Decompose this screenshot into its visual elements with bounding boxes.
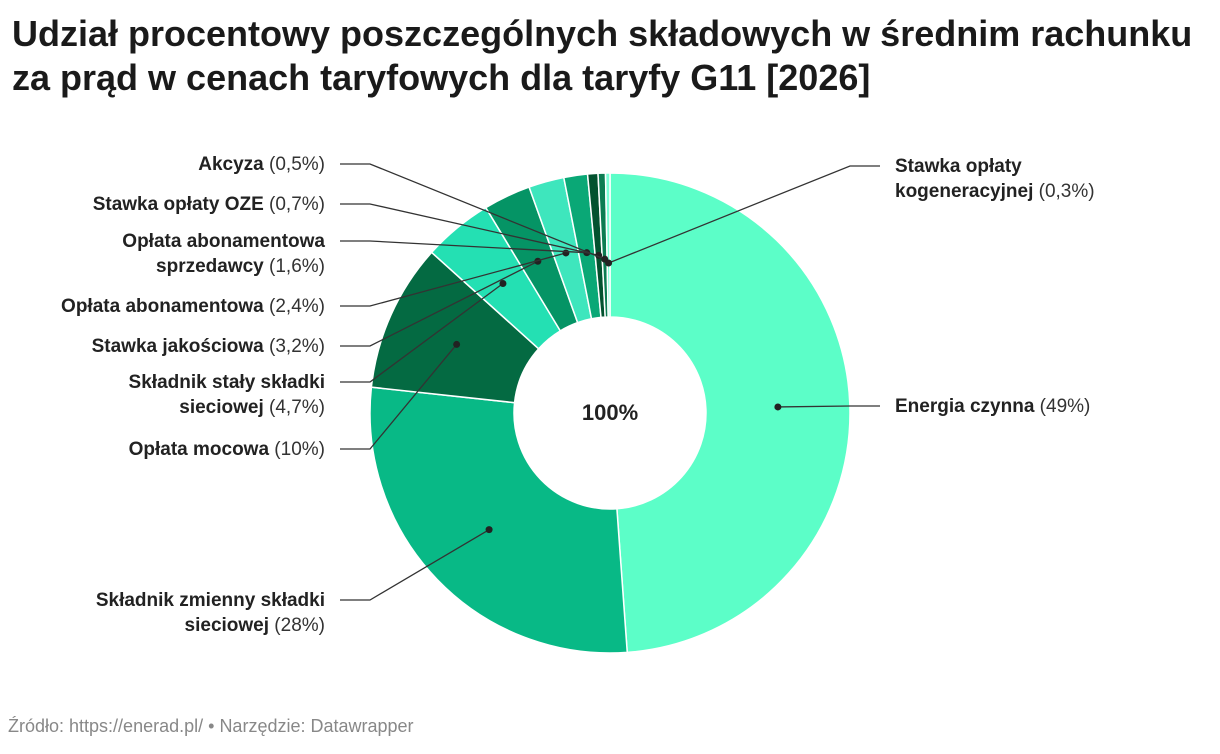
leader-line-energia-czynna <box>777 405 880 408</box>
slice-label-name: Opłata mocowa <box>129 439 270 460</box>
leader-line-skladnik-staly-skladki-sieciowej <box>340 282 504 383</box>
slice-label-value: (0,3%) <box>1033 181 1094 202</box>
slice-label-value: (4,7%) <box>264 397 325 418</box>
leader-dot-oplata-abonamentowa <box>562 249 570 257</box>
leader-lines <box>340 163 880 601</box>
leader-line-oplata-abonamentowa-sprzedawcy <box>340 240 587 254</box>
slice-label-name: sieciowej <box>185 615 270 636</box>
slice-label-value: (1,6%) <box>264 256 325 277</box>
leader-line-oplata-mocowa <box>340 344 458 450</box>
slice-label-value: (2,4%) <box>264 296 325 317</box>
slice-label-skladnik-staly-skladki-sieciowej: Składnik stały składki sieciowej (4,7%) <box>129 372 325 418</box>
slice-label-oplata-abonamentowa: Opłata abonamentowa (2,4%) <box>61 296 325 317</box>
slice-label-value: (10%) <box>269 439 325 460</box>
slice-label-akcyza: Akcyza (0,5%) <box>198 154 325 175</box>
leader-dot-energia-czynna <box>774 403 782 411</box>
slice-label-name: Stawka opłaty OZE <box>93 194 264 215</box>
slice-label-stawka-oplaty-kogeneracyjnej: Stawka opłaty kogeneracyjnej (0,3%) <box>895 156 1095 202</box>
tool-name: Datawrapper <box>310 716 414 736</box>
slice-label-name: Składnik stały składki <box>129 372 325 393</box>
slice-label-name: Stawka opłaty <box>895 156 1022 177</box>
slice-label-name: Opłata abonamentowa <box>61 296 264 317</box>
chart-footer: Źródło: https://enerad.pl/ • Narzędzie: … <box>8 716 414 737</box>
leader-dot-oplata-mocowa <box>453 340 461 348</box>
slice-labels: Energia czynna (49%) Składnik zmienny skł… <box>61 154 1095 636</box>
slice-label-value: (49%) <box>1034 396 1090 417</box>
leader-line-stawka-jakosciowa <box>340 260 539 347</box>
leader-line-skladnik-zmienny-skladki-sieciowej <box>340 529 490 601</box>
slice-label-name: Opłata abonamentowa <box>122 231 325 252</box>
slice-label-oplata-mocowa: Opłata mocowa (10%) <box>129 439 325 460</box>
leader-line-stawka-oplaty-kogeneracyjnej <box>608 165 880 264</box>
leader-line-stawka-oplaty-oze <box>340 203 599 257</box>
slice-label-value: (0,5%) <box>264 154 325 175</box>
slice-label-energia-czynna: Energia czynna (49%) <box>895 396 1090 417</box>
slice-label-value: (3,2%) <box>264 336 325 357</box>
leader-dot-stawka-oplaty-kogeneracyjnej <box>605 259 613 267</box>
slice-label-name: Akcyza <box>198 154 264 175</box>
slice-label-oplata-abonamentowa-sprzedawcy: Opłata abonamentowa sprzedawcy (1,6%) <box>122 231 325 277</box>
leader-dot-skladnik-zmienny-skladki-sieciowej <box>485 526 493 534</box>
slice-label-name: Stawka jakościowa <box>92 336 265 357</box>
slice-label-name: sieciowej <box>179 397 264 418</box>
slice-label-value: (28%) <box>269 615 325 636</box>
donut-slices <box>369 172 851 654</box>
slice-label-name: kogeneracyjnej <box>895 181 1033 202</box>
source-label: Źródło: <box>8 716 70 736</box>
center-total-label: 100% <box>582 400 638 425</box>
slice-label-name: sprzedawcy <box>156 256 264 277</box>
footer-separator: • <box>203 716 220 736</box>
tool-label: Narzędzie: <box>219 716 311 736</box>
slice-skladnik-zmienny-skladki-sieciowej[interactable] <box>369 386 629 654</box>
slice-label-stawka-oplaty-oze: Stawka opłaty OZE (0,7%) <box>93 194 325 215</box>
slice-label-stawka-jakosciowa: Stawka jakościowa (3,2%) <box>92 336 325 357</box>
slice-stawka-oplaty-kogeneracyjnej[interactable] <box>604 172 611 318</box>
chart-title: Udział procentowy poszczególnych składow… <box>12 13 1193 98</box>
slice-energia-czynna[interactable] <box>609 172 851 654</box>
leader-line-oplata-abonamentowa <box>340 252 567 307</box>
source-link[interactable]: https://enerad.pl/ <box>69 716 204 736</box>
slice-label-skladnik-zmienny-skladki-sieciowej: Składnik zmienny składki sieciowej (28%) <box>96 590 325 636</box>
slice-label-name: Energia czynna <box>895 396 1035 417</box>
slice-label-value: (0,7%) <box>264 194 325 215</box>
leader-line-akcyza <box>340 163 605 260</box>
leader-dot-skladnik-staly-skladki-sieciowej <box>499 280 507 288</box>
slice-label-name: Składnik zmienny składki <box>96 590 325 611</box>
